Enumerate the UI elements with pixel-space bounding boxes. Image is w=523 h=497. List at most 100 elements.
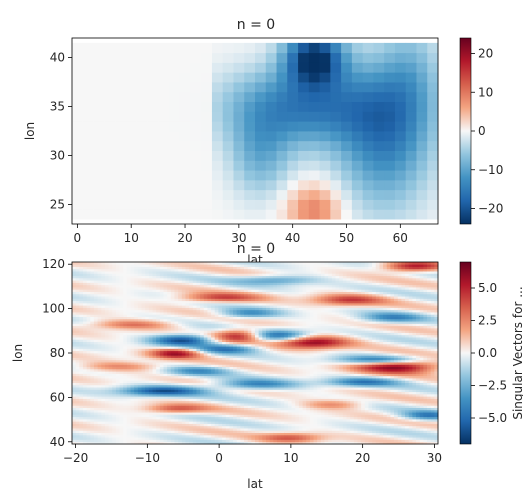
heatmap-cell bbox=[190, 189, 202, 200]
heatmap-cell bbox=[178, 414, 183, 418]
heatmap-cell bbox=[126, 309, 131, 313]
heatmap-cell bbox=[178, 371, 183, 374]
heatmap-cell bbox=[341, 91, 353, 103]
heatmap-cell bbox=[97, 421, 102, 424]
heatmap-cell bbox=[145, 355, 150, 358]
heatmap-cell bbox=[247, 266, 252, 270]
heatmap-cell bbox=[82, 271, 88, 274]
heatmap-cell bbox=[255, 389, 260, 393]
heatmap-cell bbox=[86, 323, 91, 327]
heatmap-cell bbox=[112, 314, 117, 317]
heatmap-cell bbox=[90, 330, 95, 333]
heatmap-cell bbox=[97, 382, 102, 386]
heatmap-cell bbox=[229, 439, 234, 443]
heatmap-cell bbox=[207, 393, 212, 397]
heatmap-cell bbox=[93, 398, 99, 402]
heatmap-cell bbox=[265, 314, 271, 317]
heatmap-cell bbox=[145, 409, 150, 413]
heatmap-cell bbox=[351, 101, 364, 112]
heatmap-cell bbox=[137, 280, 142, 283]
heatmap-cell bbox=[203, 264, 208, 267]
heatmap-cell bbox=[178, 296, 183, 299]
heatmap-cell bbox=[233, 280, 238, 283]
heatmap-cell bbox=[384, 111, 396, 122]
heatmap-cell bbox=[308, 150, 320, 161]
heatmap-cell bbox=[79, 307, 84, 311]
heatmap-cell bbox=[72, 170, 84, 181]
heatmap-cell bbox=[265, 425, 271, 429]
heatmap-cell bbox=[258, 428, 263, 431]
heatmap-cell bbox=[156, 273, 161, 277]
heatmap-cell bbox=[90, 277, 95, 281]
heatmap-cell bbox=[179, 160, 191, 171]
heatmap-cell bbox=[72, 416, 77, 420]
heatmap-cell bbox=[101, 348, 106, 352]
heatmap-cell bbox=[247, 332, 252, 336]
heatmap-cell bbox=[222, 346, 227, 349]
heatmap-cell bbox=[185, 312, 190, 315]
heatmap-cell bbox=[178, 346, 183, 349]
heatmap-cell bbox=[233, 357, 238, 361]
heatmap-cell bbox=[247, 428, 252, 431]
heatmap-cell bbox=[222, 382, 227, 386]
heatmap-cell bbox=[351, 62, 364, 73]
heatmap-cell bbox=[145, 287, 150, 290]
heatmap-cell bbox=[115, 428, 120, 431]
heatmap-cell bbox=[229, 293, 234, 297]
heatmap-cell bbox=[265, 407, 271, 411]
heatmap-cell bbox=[79, 273, 84, 277]
heatmap-cell bbox=[97, 434, 102, 438]
heatmap-cell bbox=[222, 318, 227, 322]
heatmap-cell bbox=[79, 364, 84, 368]
heatmap-cell bbox=[233, 434, 238, 438]
heatmap-cell bbox=[148, 353, 153, 356]
heatmap-cell bbox=[185, 393, 190, 397]
heatmap-cell bbox=[170, 412, 175, 415]
heatmap-cell bbox=[236, 384, 241, 388]
heatmap-cell bbox=[141, 428, 146, 431]
heatmap-cell bbox=[178, 343, 183, 347]
heatmap-cell bbox=[126, 416, 131, 420]
heatmap-cell bbox=[258, 271, 263, 274]
heatmap-cell bbox=[255, 400, 260, 404]
heatmap-cell bbox=[240, 416, 245, 420]
heatmap-cell bbox=[255, 421, 260, 424]
heatmap-cell bbox=[214, 314, 219, 317]
heatmap-cell bbox=[72, 266, 77, 270]
heatmap-cell bbox=[115, 327, 120, 331]
heatmap-cell bbox=[112, 403, 117, 406]
heatmap-cell bbox=[240, 357, 245, 361]
heatmap-cell bbox=[75, 346, 80, 349]
heatmap-cell bbox=[145, 346, 150, 349]
heatmap-cell bbox=[225, 393, 230, 397]
heatmap-cell bbox=[134, 437, 139, 440]
heatmap-cell bbox=[145, 332, 150, 336]
heatmap-cell bbox=[214, 346, 219, 349]
heatmap-cell bbox=[159, 282, 164, 286]
heatmap-cell bbox=[196, 387, 201, 390]
heatmap-cell bbox=[255, 407, 260, 411]
heatmap-cell bbox=[233, 366, 238, 370]
heatmap-cell bbox=[93, 393, 99, 397]
heatmap-cell bbox=[236, 380, 241, 383]
heatmap-cell bbox=[255, 387, 260, 390]
heatmap-cell bbox=[258, 359, 263, 363]
heatmap-cell bbox=[233, 382, 238, 386]
heatmap-cell bbox=[145, 302, 150, 306]
heatmap-cell bbox=[222, 52, 234, 63]
heatmap-cell bbox=[93, 111, 105, 122]
heatmap-cell bbox=[82, 289, 88, 292]
heatmap-cell bbox=[93, 298, 99, 302]
heatmap-cell bbox=[159, 409, 164, 413]
heatmap-cell bbox=[251, 409, 256, 413]
heatmap-cell bbox=[108, 341, 113, 345]
heatmap-cell bbox=[141, 280, 146, 283]
heatmap-cell bbox=[179, 209, 191, 220]
heatmap-cell bbox=[222, 337, 227, 340]
heatmap-cell bbox=[200, 289, 205, 292]
heatmap-cell bbox=[196, 298, 201, 302]
heatmap-cell bbox=[79, 305, 84, 308]
heatmap-cell bbox=[163, 400, 168, 404]
heatmap-cell bbox=[134, 384, 139, 388]
heatmap-cell bbox=[192, 339, 197, 343]
